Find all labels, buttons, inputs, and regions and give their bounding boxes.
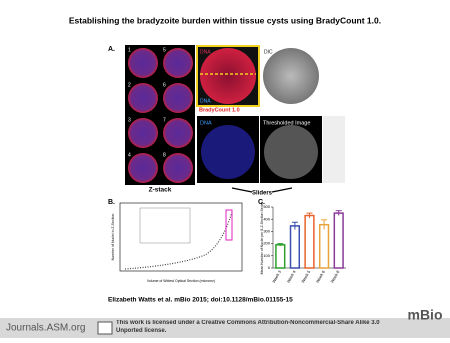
- x-tick-label: Week 8: [329, 269, 340, 284]
- license-box: This work is licensed under a Creative C…: [116, 320, 380, 334]
- tile-cyst: [128, 118, 158, 148]
- bar: [333, 212, 344, 269]
- sliders-label: Sliders: [252, 191, 273, 197]
- x-tick-label: Week 5: [300, 269, 311, 284]
- arrows: [231, 187, 293, 193]
- x-tick-label: Week 4: [286, 269, 297, 284]
- tile-cyst: [128, 153, 158, 183]
- scatter-cloud: [124, 211, 233, 270]
- panel-label: C.: [258, 199, 265, 206]
- y-tick-label: 500: [263, 204, 270, 209]
- y-tick-label: 0: [268, 265, 271, 270]
- highlight: [225, 209, 233, 241]
- axis-label: Number of Nuclei in Z-Section: [111, 214, 115, 261]
- channel-label: DIC: [264, 49, 273, 55]
- channel-label: DNA: [200, 120, 212, 126]
- tile-cyst: [163, 153, 193, 183]
- tile-number: 7: [163, 117, 166, 123]
- channel-label: DNA: [200, 49, 211, 55]
- license-text: This work is licensed under a Creative C…: [116, 320, 380, 334]
- axis-label: Volume of Widest Optical Section (micron…: [147, 279, 215, 283]
- logo: mBio: [408, 307, 443, 323]
- y-tick-label: 200: [263, 241, 270, 246]
- tile-cyst: [163, 118, 193, 148]
- bar: [304, 214, 315, 269]
- z-stack-tiles: 1 2 3 4 5 6 7 8: [125, 45, 195, 185]
- bar: [275, 244, 286, 269]
- citation: Elizabeth Watts et al. mBio 2015; doi:10…: [108, 297, 293, 304]
- zstack-label: Z-stack: [149, 187, 172, 194]
- x-tick-label: Week 6: [315, 269, 326, 284]
- tile-number: 3: [128, 117, 131, 123]
- plot-frame: [119, 202, 243, 272]
- tile-cyst: [128, 48, 158, 78]
- tile-number: 6: [163, 82, 166, 88]
- bar: [318, 223, 330, 269]
- y-tick-label: 300: [263, 228, 270, 233]
- slide-title: Establishing the bradyzoite burden withi…: [69, 15, 381, 25]
- tile-number: 5: [163, 47, 166, 53]
- cyst: [264, 125, 318, 179]
- y-tick-label: 100: [263, 253, 270, 258]
- channel-label: DNA: [200, 98, 211, 104]
- bar: [289, 225, 301, 269]
- cc-icon: [97, 321, 113, 335]
- inset: [139, 207, 191, 244]
- journal-link[interactable]: Journals.ASM.org: [6, 323, 85, 334]
- tile-cyst: [163, 48, 193, 78]
- x-tick-label: Week 3: [271, 269, 282, 284]
- cyst: [263, 48, 319, 104]
- tile-cyst: [128, 83, 158, 113]
- y-tick-label: 400: [263, 216, 270, 221]
- tile-number: 1: [128, 47, 131, 53]
- cyst: [201, 125, 255, 179]
- channel-label: Thresholded Image: [263, 120, 310, 126]
- software-label: BradyCount 1.0: [199, 107, 240, 113]
- panel-label: B.: [108, 199, 115, 206]
- cyst: [200, 48, 256, 104]
- tile-cyst: [163, 83, 193, 113]
- panel-label: A.: [108, 46, 115, 53]
- tile-number: 8: [163, 152, 166, 158]
- axis-label: Mean Number of Nuclei per 8-Z-Section Se…: [260, 201, 264, 274]
- tile-number: 2: [128, 82, 131, 88]
- slider-panel: [323, 116, 345, 183]
- tile-number: 4: [128, 152, 131, 158]
